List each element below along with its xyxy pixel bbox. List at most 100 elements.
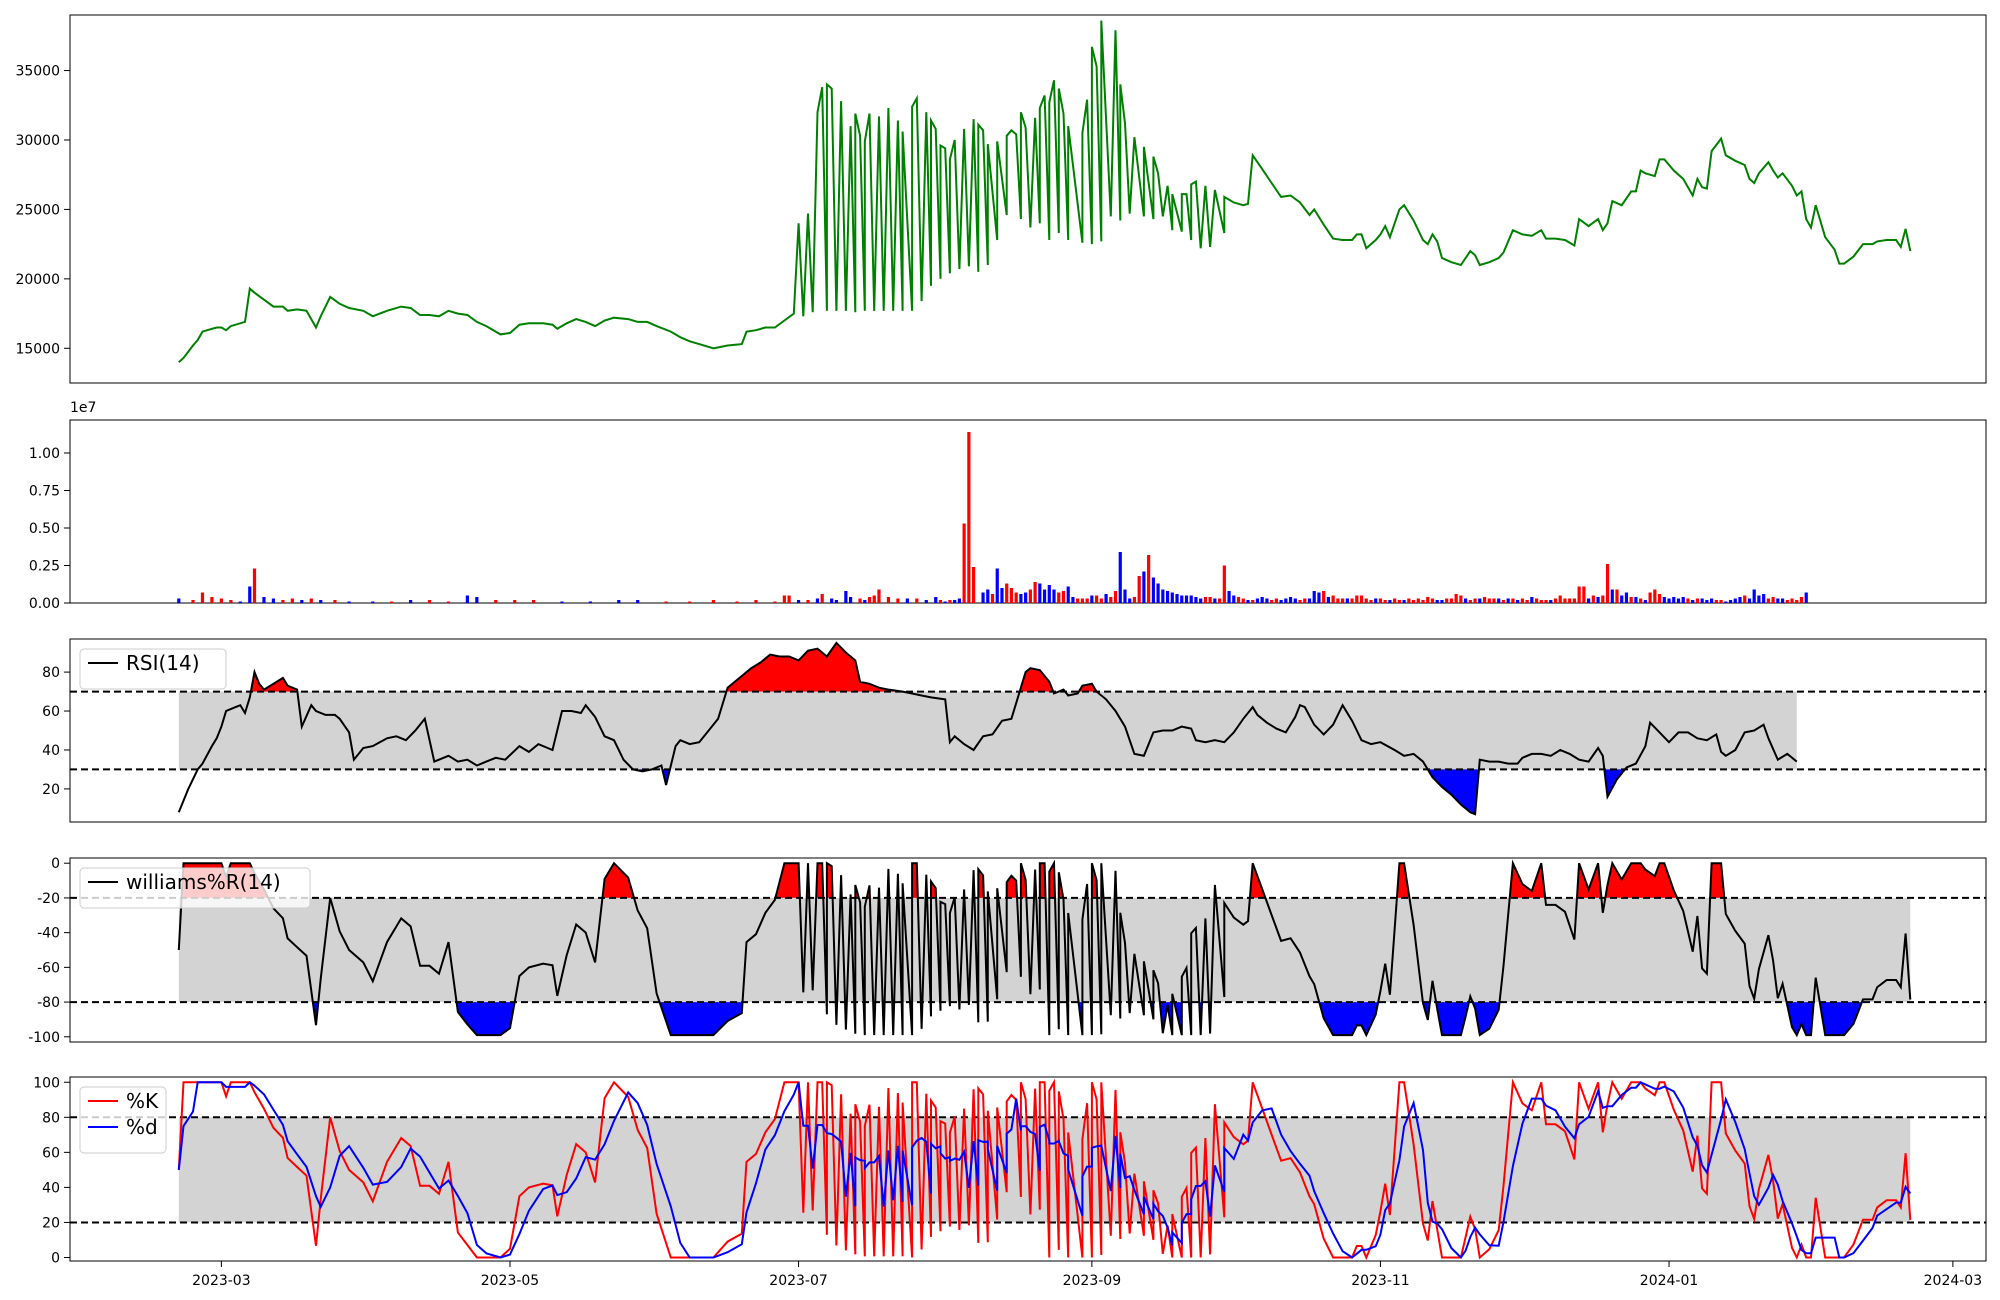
volume-bar [1747,598,1752,603]
volume-bar [1232,595,1236,603]
volume-bar [1175,594,1179,603]
volume-bar [834,600,838,603]
volume-bar [1563,598,1567,603]
volume-bar [1426,597,1430,603]
volume-bar [1222,565,1226,603]
price-ytick-label: 35000 [15,64,60,80]
rsi-line [177,641,1798,816]
volume-bar [844,591,848,603]
volume-bar [1501,600,1506,603]
volume-bar [1137,576,1141,603]
volume-bar [617,600,621,603]
volume-bar [1378,598,1383,603]
volume-bar [1132,597,1137,603]
volume-bar [475,597,479,603]
volume-bar [1629,597,1633,603]
volume-bar [1587,598,1591,603]
williams-overbought-fill [1710,863,1725,898]
volume-bar [1572,598,1577,603]
volume-bar [1506,598,1510,603]
volume-bar [1530,597,1534,603]
rsi-band [178,691,1797,770]
williams-ytick-label: -20 [37,891,60,907]
volume-bar [1042,589,1047,603]
x-tick-label: 2023-07 [769,1273,828,1289]
volume-bar [248,586,252,603]
stochastic-panel: 0 20 40 60 80 100 %K%d [33,1075,1987,1266]
volume-bar [1388,600,1392,603]
volume-bar [1553,598,1558,603]
volume-bar [1085,598,1089,603]
stoch-ytick-label: 80 [42,1110,60,1126]
volume-bar [1047,585,1051,603]
williams-oversold-fill [1786,1002,1814,1036]
price-ytick-label: 30000 [15,133,60,149]
volume-bar [1393,598,1397,603]
volume-bar [390,601,394,603]
volume-bar [290,598,294,603]
volume-bar [1440,600,1444,603]
volume-bar [1255,598,1260,603]
williams-ytick-label: -80 [37,995,60,1011]
volume-bar [1094,595,1099,603]
volume-bar [1657,594,1662,603]
williams-overbought-fill [1091,863,1098,898]
volume-frame [69,419,1987,604]
volume-bar [971,567,976,603]
volume-bar [1790,598,1794,603]
volume-bar [953,600,957,603]
volume-bar [1430,598,1435,603]
volume-bar [1028,589,1032,603]
volume-bar [1397,600,1401,603]
volume-bar [1795,600,1799,603]
volume-bar [300,600,304,603]
volume-bar [1549,600,1553,603]
volume-bar [1738,597,1742,603]
volume-bar [1407,598,1411,603]
volume-bar [943,601,947,603]
price-ytick-label: 20000 [15,272,60,288]
volume-bar [1076,598,1080,603]
rsi-frame [69,638,1987,823]
volume-bar [1605,564,1610,603]
volume-bar [1667,598,1671,603]
volume-bar [1128,598,1132,603]
volume-bar [1142,571,1146,603]
volume-bar [735,601,739,603]
volume-bar [1080,598,1085,603]
volume-bar [1331,595,1335,603]
volume-bar [1520,598,1524,603]
volume-bar [905,598,909,603]
volume-bar [252,568,257,603]
williams-legend-label: williams%R(14) [126,870,281,894]
volume-bar [1686,598,1690,603]
volume-bar [1052,589,1056,603]
volume-bar [1639,598,1643,603]
volume-bar [200,592,205,603]
stoch-ytick-label: 20 [42,1215,60,1231]
volume-bar [1374,598,1378,603]
volume-panel: 0.00 0.25 0.50 0.75 1.00 1e7 [29,400,1987,612]
volume-bar [1199,598,1203,603]
volume-bar [820,594,824,603]
volume-bar [229,600,233,603]
volume-bar [210,597,214,603]
volume-bar [1681,597,1685,603]
volume-bar [1251,600,1255,603]
rsi-ytick-label: 40 [42,743,60,759]
volume-bar [1336,598,1340,603]
volume-bar [1691,600,1695,603]
williams-ytick-label: -60 [37,960,60,976]
williams-overbought-fill [1006,875,1017,898]
volume-bar [1156,583,1160,603]
volume-bar [347,601,351,603]
volume-bar [177,598,181,603]
rsi-ytick-label: 80 [42,665,60,681]
volume-bar [1577,586,1581,603]
williams-legend-box [79,867,311,909]
stoch-frame [69,1076,1987,1262]
volume-bar [1033,582,1037,603]
volume-bar [848,597,853,603]
volume-bar [967,432,971,603]
volume-bar [1326,597,1331,603]
